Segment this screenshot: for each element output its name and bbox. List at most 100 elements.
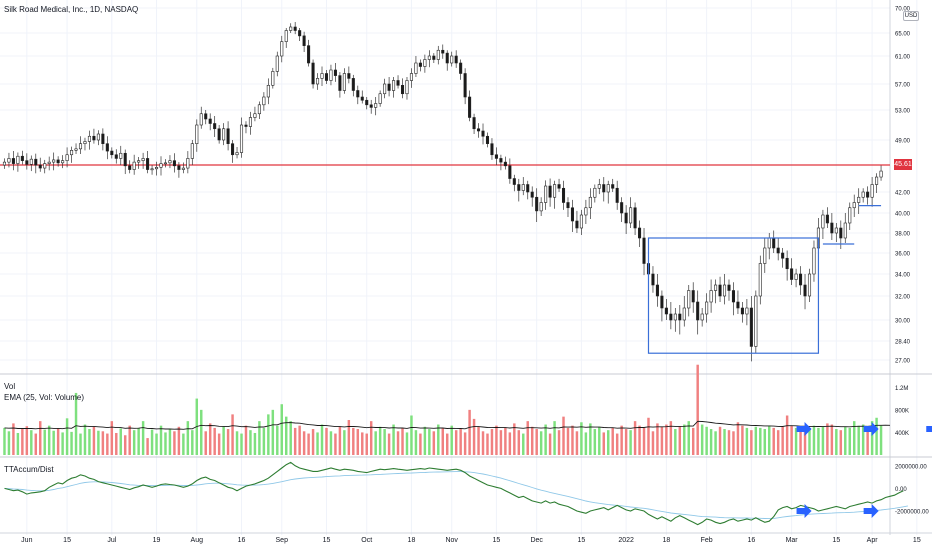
volume-bar bbox=[92, 426, 96, 455]
volume-bar bbox=[553, 421, 556, 455]
volume-bar bbox=[387, 433, 391, 455]
candle-body bbox=[494, 154, 498, 159]
price-tick-label: 30.00 bbox=[895, 319, 911, 325]
candle-body bbox=[96, 133, 100, 141]
candle-body bbox=[848, 207, 852, 224]
x-tick-label: 2022 bbox=[618, 537, 634, 544]
x-tick-label: Aug bbox=[191, 537, 204, 544]
candle-body bbox=[561, 187, 566, 203]
candle-body bbox=[512, 178, 516, 185]
candle-body bbox=[481, 130, 485, 137]
candle-body bbox=[333, 69, 337, 76]
candle-body bbox=[190, 143, 194, 159]
candle-body bbox=[432, 55, 436, 60]
volume-bar bbox=[607, 430, 610, 455]
volume-bar bbox=[826, 423, 829, 455]
candle-body bbox=[866, 191, 870, 198]
candle-body bbox=[691, 290, 695, 303]
candle-body bbox=[758, 263, 762, 297]
volume-bar bbox=[311, 429, 315, 455]
volume-tick-label: 800K bbox=[895, 408, 909, 414]
volume-bar bbox=[615, 433, 619, 455]
volume-bar bbox=[222, 426, 225, 455]
volume-bar bbox=[155, 433, 158, 455]
candle-body bbox=[633, 207, 637, 229]
volume-bar bbox=[857, 425, 860, 455]
candle-body bbox=[615, 187, 619, 203]
volume-bar bbox=[137, 427, 140, 455]
volume-bar bbox=[821, 426, 825, 455]
candle-body bbox=[123, 152, 127, 167]
candle-body bbox=[114, 154, 118, 159]
candle-body bbox=[231, 143, 235, 156]
candle-body bbox=[454, 55, 458, 64]
volume-bar bbox=[499, 430, 503, 455]
candle-body bbox=[347, 73, 351, 79]
volume-bar bbox=[150, 429, 154, 455]
volume-bar bbox=[338, 426, 342, 455]
candle-body bbox=[155, 167, 159, 170]
candle-body bbox=[879, 170, 883, 178]
volume-bar bbox=[723, 429, 726, 455]
volume-bar bbox=[43, 429, 46, 455]
volume-bar bbox=[861, 424, 865, 455]
candle-body bbox=[396, 80, 400, 86]
volume-bar bbox=[705, 426, 708, 455]
volume-bar bbox=[593, 429, 597, 455]
candle-body bbox=[146, 158, 150, 170]
volume-bar bbox=[217, 433, 221, 455]
candle-body bbox=[409, 73, 413, 81]
x-tick-label: Oct bbox=[361, 537, 372, 544]
x-tick-label: Dec bbox=[530, 537, 543, 544]
candle-body bbox=[731, 290, 735, 303]
candle-body bbox=[606, 184, 610, 193]
volume-bar bbox=[575, 431, 579, 455]
volume-ema-line bbox=[4, 420, 891, 430]
currency-badge[interactable]: USD bbox=[903, 11, 919, 21]
volume-bar bbox=[571, 425, 574, 455]
volume-bar bbox=[513, 423, 516, 455]
volume-bar bbox=[369, 421, 373, 455]
candle-body bbox=[441, 49, 445, 54]
volume-bar bbox=[97, 430, 100, 455]
volume-bar bbox=[401, 427, 404, 455]
candle-body bbox=[47, 161, 51, 164]
candle-body bbox=[302, 35, 306, 46]
volume-bar bbox=[580, 422, 583, 455]
volume-bar bbox=[226, 429, 230, 455]
candle-body bbox=[566, 202, 570, 209]
candle-body bbox=[754, 295, 758, 347]
candle-body bbox=[226, 128, 230, 144]
price-tick-label: 28.40 bbox=[895, 340, 911, 346]
candle-body bbox=[624, 212, 628, 224]
volume-bar bbox=[280, 404, 283, 455]
x-tick-label: 15 bbox=[913, 537, 921, 544]
volume-bar bbox=[584, 432, 588, 455]
volume-bar bbox=[56, 428, 60, 455]
candle-body bbox=[722, 284, 727, 297]
price-tick-label: 53.00 bbox=[895, 109, 911, 115]
volume-bar bbox=[432, 431, 436, 455]
volume-bar bbox=[598, 426, 601, 455]
candle-body bbox=[642, 237, 646, 264]
volume-bar bbox=[258, 421, 261, 455]
volume-bar bbox=[781, 426, 784, 455]
candle-body bbox=[289, 26, 293, 31]
volume-bar bbox=[727, 430, 731, 455]
volume-bar bbox=[30, 430, 33, 455]
volume-bar bbox=[307, 433, 310, 455]
volume-bar bbox=[298, 425, 301, 455]
accum-tick-label: -2000000.00 bbox=[895, 510, 929, 516]
volume-bar bbox=[396, 431, 400, 455]
candle-body bbox=[56, 159, 60, 164]
volume-bar bbox=[128, 425, 131, 455]
candle-body bbox=[472, 117, 476, 130]
candle-body bbox=[767, 237, 771, 249]
volume-bar bbox=[164, 432, 167, 455]
candle-body bbox=[365, 99, 369, 106]
volume-bar bbox=[446, 433, 449, 455]
volume-bar bbox=[642, 427, 646, 455]
candle-body bbox=[861, 191, 865, 198]
volume-bar bbox=[141, 421, 145, 455]
candle-body bbox=[423, 59, 427, 67]
